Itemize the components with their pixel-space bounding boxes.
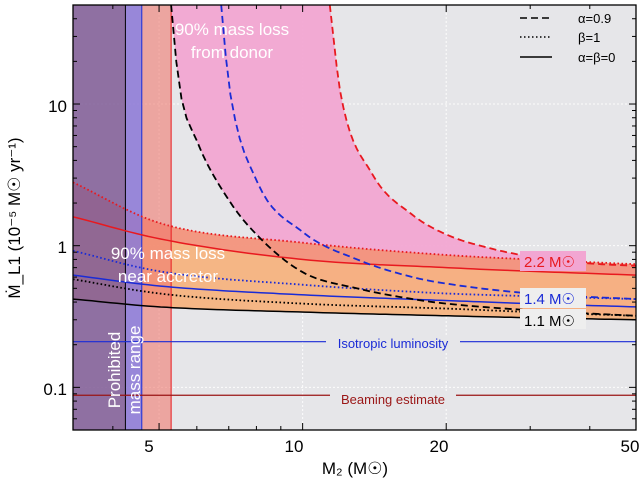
legend-dashed-label: α=0.9 bbox=[578, 11, 611, 26]
shaded-regions bbox=[73, 5, 636, 430]
accretor-region-label-1: 90% mass loss bbox=[111, 244, 225, 263]
mass-22-label-backing bbox=[520, 251, 586, 271]
mass-11-label: 1.1 M☉ bbox=[524, 313, 575, 330]
curve-14-dashed bbox=[220, 5, 636, 300]
x-tick-label-20: 20 bbox=[430, 437, 449, 456]
prohibited-band-blue bbox=[125, 5, 142, 430]
curve-22-dashed bbox=[328, 5, 636, 267]
beaming-estimate-label: Beaming estimate bbox=[341, 392, 445, 407]
prohibited-region-label-1: Prohibited bbox=[105, 332, 124, 409]
y-tick-label-10: 10 bbox=[48, 97, 67, 116]
mass-14-label: 1.4 M☉ bbox=[524, 291, 575, 308]
legend-dotted-label: β=1 bbox=[578, 30, 600, 45]
x-axis-title: M₂ (M☉) bbox=[322, 459, 388, 478]
legend-solid-label: α=β=0 bbox=[578, 50, 615, 65]
mass-22-label: 2.2 M☉ bbox=[524, 254, 575, 271]
prohibited-region-label-2: mass range bbox=[125, 326, 144, 415]
mass-14-label-backing bbox=[520, 288, 586, 308]
donor-region-label-1: 90% mass loss bbox=[175, 20, 289, 39]
prohibited-band-dark bbox=[73, 5, 126, 430]
axis-ticks bbox=[73, 4, 637, 431]
x-tick-label-10: 10 bbox=[285, 437, 304, 456]
donor-region-label-2: from donor bbox=[191, 43, 274, 62]
mass-11-label-backing bbox=[520, 309, 586, 329]
y-tick-label-0.1: 0.1 bbox=[43, 380, 67, 399]
beaming-label-backing bbox=[330, 391, 456, 407]
accretor-region-label-2: near accretor bbox=[118, 267, 218, 286]
donor-region-fill bbox=[171, 5, 636, 316]
y-axis-title: Ṁ_L1 (10⁻⁵ M☉ yr⁻¹) bbox=[5, 137, 24, 298]
x-tick-label-5: 5 bbox=[144, 437, 153, 456]
prohibited-band-red bbox=[141, 5, 172, 430]
legend: α=0.9 β=1 α=β=0 bbox=[520, 11, 615, 65]
plot-frame bbox=[72, 4, 637, 431]
isotropic-label-backing bbox=[326, 335, 460, 351]
y-tick-label-1: 1 bbox=[58, 238, 67, 257]
x-tick-label-50: 50 bbox=[621, 437, 640, 456]
isotropic-luminosity-label: Isotropic luminosity bbox=[338, 336, 449, 351]
curve-22-solid bbox=[73, 216, 636, 276]
